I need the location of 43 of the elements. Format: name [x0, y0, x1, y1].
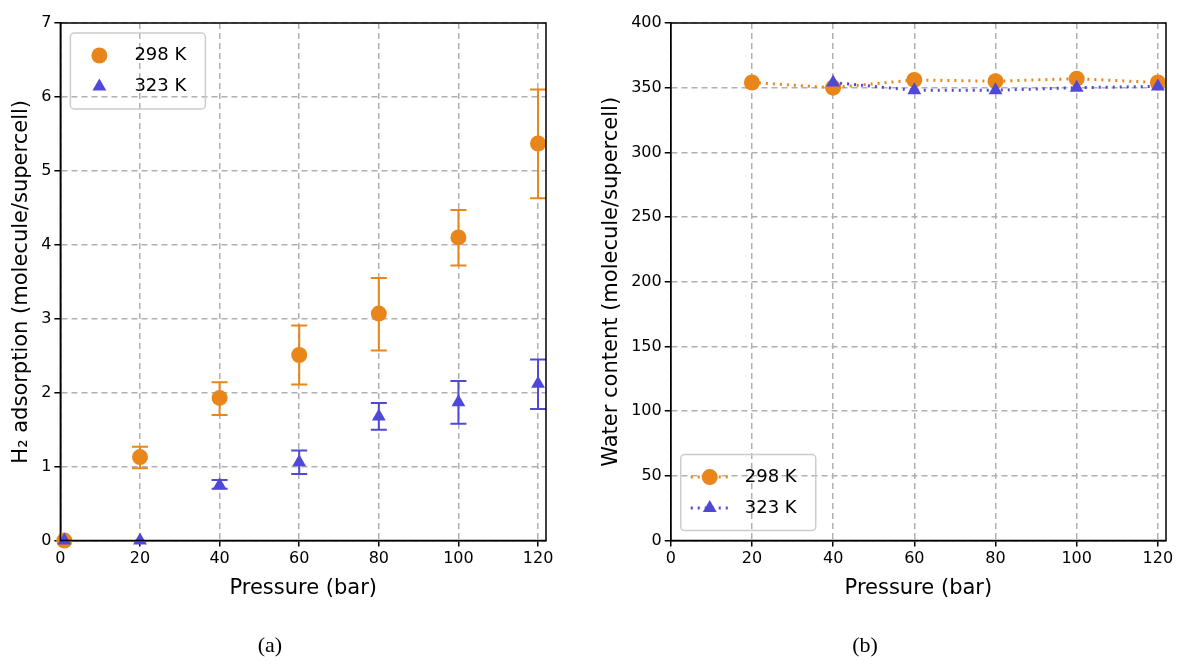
x-tick-label: 0: [55, 548, 66, 568]
text: (b): [851, 632, 879, 658]
y-tick-label: 250: [631, 206, 662, 226]
y-tick-label: 1: [41, 455, 52, 475]
x-axis-title: Pressure (bar): [844, 574, 993, 599]
x-tick-label: 100: [1061, 548, 1092, 568]
text: (a): [256, 632, 284, 658]
y-tick-label: 0: [651, 529, 662, 549]
y-tick-label: 300: [631, 141, 662, 161]
x-tick-label: 0: [665, 548, 676, 568]
x-axis-title: Pressure (bar): [229, 574, 377, 599]
y-axis-title: Water content (molecule/supercell): [598, 96, 623, 467]
y-tick-label: 350: [631, 76, 662, 96]
x-tick-label: 40: [209, 548, 230, 568]
y-tick-label: 400: [631, 12, 662, 32]
y-tick-label: 2: [41, 381, 52, 401]
y-tick-label: 3: [41, 307, 52, 327]
y-tick-label: 5: [41, 160, 52, 180]
y-tick-label: 100: [631, 400, 662, 420]
y-tick-label: 150: [631, 335, 662, 355]
x-tick-label: 120: [522, 548, 554, 568]
x-tick-label: 60: [904, 548, 925, 568]
x-tick-label: 120: [1142, 548, 1174, 568]
y-axis-title: H₂ adsorption (molecule/supercell): [8, 99, 33, 464]
y-tick-label: 0: [41, 529, 52, 549]
point: [57, 532, 72, 545]
legend-label: 298 K: [744, 464, 798, 486]
legend-label: 323 K: [134, 74, 188, 96]
y-tick-label: 50: [641, 465, 662, 485]
x-tick-label: 80: [368, 548, 389, 568]
x-tick-label: 60: [289, 548, 310, 568]
y-tick-label: 6: [41, 86, 52, 106]
x-tick-label: 20: [129, 548, 151, 568]
x-tick-label: 20: [741, 548, 763, 568]
y-tick-label: 200: [631, 270, 662, 290]
legend-label: 298 K: [134, 43, 188, 65]
y-tick-label: 4: [41, 233, 52, 253]
x-tick-label: 100: [443, 548, 474, 568]
point: [133, 532, 147, 545]
x-tick-label: 40: [822, 548, 844, 568]
legend-label: 323 K: [744, 495, 798, 517]
x-tick-label: 80: [985, 548, 1006, 568]
y-tick-label: 7: [41, 12, 52, 32]
